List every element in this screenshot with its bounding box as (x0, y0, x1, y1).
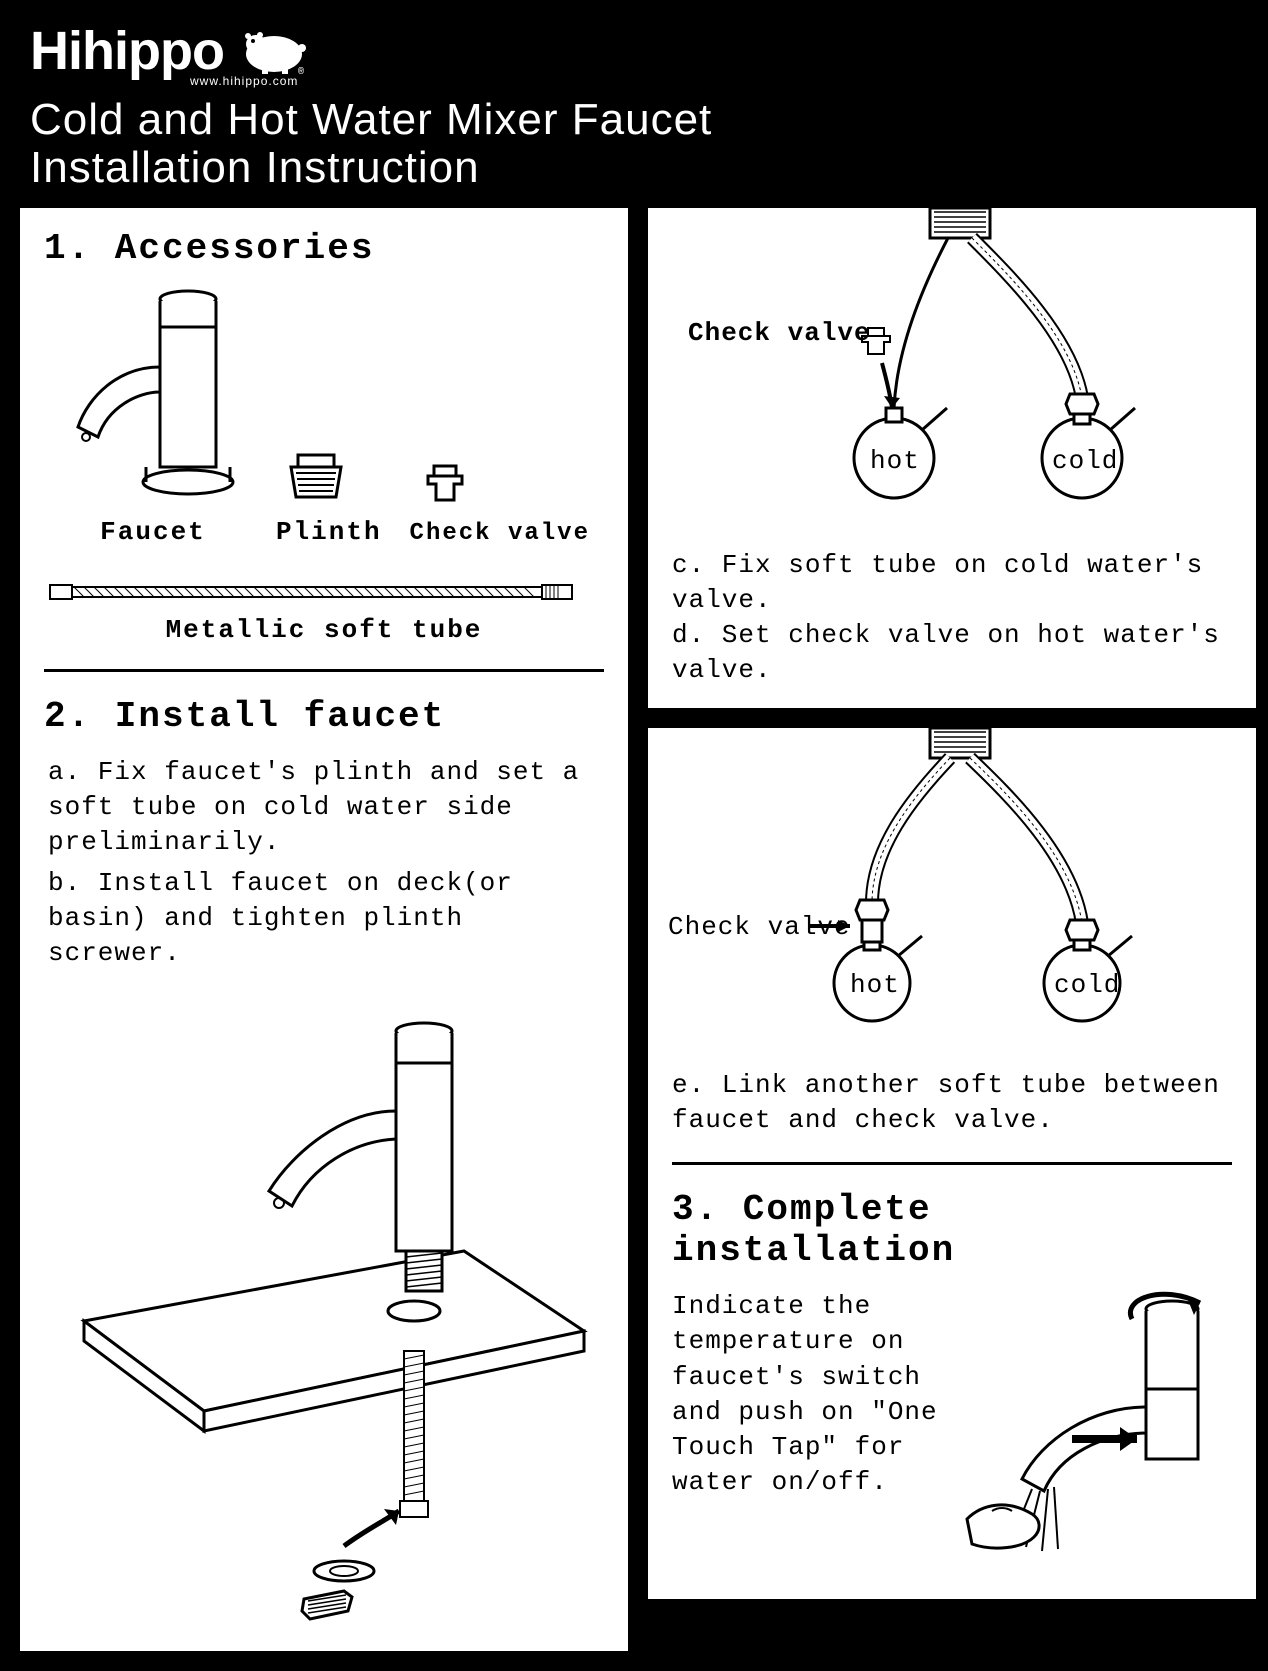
soft-tube-icon (44, 577, 584, 607)
divider-2 (672, 1162, 1232, 1165)
logo-row: Hihippo ® (30, 20, 1238, 82)
check-valve-icon (410, 460, 480, 520)
valves-e-illustration (672, 728, 1232, 1048)
accessory-tube: Metallic soft tube (44, 577, 604, 645)
step-b: b. Install faucet on deck(or basin) and … (44, 866, 604, 971)
panel-e-3: Check valve hot cold e. Link another sof… (648, 728, 1256, 1599)
faucet-label: Faucet (58, 517, 248, 547)
step-d: d. Set check valve on hot water's valve. (672, 618, 1232, 688)
divider (44, 669, 604, 672)
tube-label: Metallic soft tube (44, 615, 604, 645)
check-valve-label: Check valve (410, 520, 590, 547)
brand-name: Hihippo (30, 20, 224, 82)
valves-cd-illustration (672, 208, 1232, 528)
doc-title-line1: Cold and Hot Water Mixer Faucet (30, 96, 1238, 144)
accessory-plinth: Plinth (276, 447, 382, 547)
cold-label-e: cold (1054, 970, 1120, 1000)
svg-text:®: ® (298, 66, 304, 76)
section-1-heading: 1. Accessories (44, 228, 604, 269)
header: Hihippo ® www.hihippo.com Cold and Hot W… (0, 0, 1268, 208)
right-column: Check valve hot cold c. Fix soft tube on… (648, 208, 1256, 1652)
section-3-heading: 3. Complete installation (672, 1189, 1232, 1271)
faucet-on-deck-illustration (44, 991, 604, 1631)
check-valve-callout-e: Check valve (668, 912, 851, 942)
panel-accessories-install: 1. Accessories (20, 208, 628, 1652)
panel-cd: Check valve hot cold c. Fix soft tube on… (648, 208, 1256, 708)
left-column: 1. Accessories (20, 208, 628, 1652)
accessory-check-valve: Check valve (410, 460, 590, 547)
doc-title-line2: Installation Instruction (30, 144, 1238, 192)
plinth-label: Plinth (276, 517, 382, 547)
section-3-body: Indicate the temperature on faucet's swi… (672, 1289, 952, 1500)
section-2-heading: 2. Install faucet (44, 696, 604, 737)
one-touch-tap-illustration (962, 1289, 1232, 1579)
faucet-icon (58, 287, 248, 517)
check-valve-callout-cd: Check valve (688, 318, 871, 348)
brand-url: www.hihippo.com (190, 74, 1238, 88)
columns: 1. Accessories (0, 208, 1268, 1671)
accessories-row: Faucet Plinth (44, 287, 604, 547)
step-e: e. Link another soft tube between faucet… (672, 1068, 1232, 1138)
step-a: a. Fix faucet's plinth and set a soft tu… (44, 755, 604, 860)
doc-title: Cold and Hot Water Mixer Faucet Installa… (30, 96, 1238, 193)
hot-label-e: hot (850, 970, 900, 1000)
page: Hihippo ® www.hihippo.com Cold and Hot W… (0, 0, 1268, 1671)
step-c: c. Fix soft tube on cold water's valve. (672, 548, 1232, 618)
hippo-icon: ® (234, 26, 314, 76)
accessory-faucet: Faucet (58, 287, 248, 547)
cold-label-cd: cold (1052, 446, 1118, 476)
hot-label-cd: hot (870, 446, 920, 476)
plinth-icon (276, 447, 356, 517)
